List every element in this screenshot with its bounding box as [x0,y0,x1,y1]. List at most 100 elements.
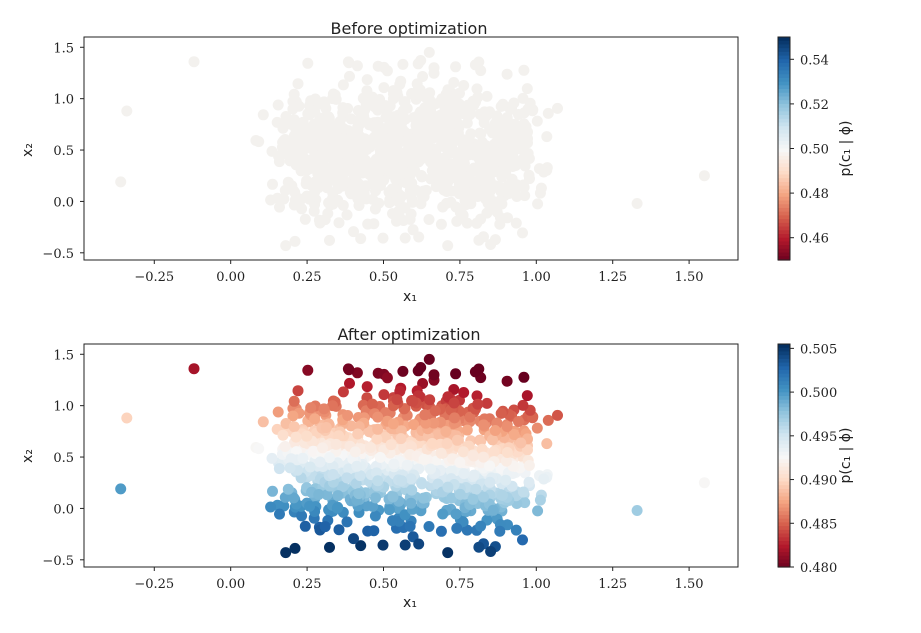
scatter-point [534,494,546,506]
colorbar-segment [778,462,790,468]
scatter-point [387,515,398,527]
scatter-point [318,96,330,108]
scatter-point [472,398,484,410]
colorbar-segment [778,451,790,457]
scatter-point [288,185,300,197]
colorbar-segment [778,414,790,419]
scatter-point [374,451,386,463]
colorbar-segment [778,193,790,198]
colorbar-segment [778,466,790,471]
scatter-point [542,414,554,426]
scatter-point [487,434,498,446]
colorbar-segment [778,507,790,512]
scatter-point [282,483,294,495]
scatter-point [508,122,520,133]
colorbar-segment [778,492,790,497]
scatter-point [517,227,528,239]
scatter-point [285,146,297,158]
scatter-point [423,521,435,532]
scatter-point [301,123,313,135]
scatter-point [288,88,300,100]
scatter-point [368,218,380,230]
y-tick-label: −0.5 [42,554,74,569]
scatter-point [415,362,427,373]
scatter-point [115,176,127,188]
scatter-point [501,68,513,80]
colorbar-tick-label: 0.485 [800,517,837,532]
scatter-point [417,492,429,504]
scatter-point [354,163,366,175]
scatter-point [481,397,493,409]
scatter-point [307,445,319,457]
scatter-point [383,197,395,209]
scatter-point [371,126,383,138]
colorbar-segment [778,107,790,112]
colorbar-segment [778,137,790,142]
scatter-point [485,239,497,250]
colorbar-segment [778,174,790,179]
colorbar-segment [778,70,790,75]
scatter-point [451,522,463,534]
colorbar-segment [778,533,790,538]
scatter-point [342,410,354,421]
scatter-point [352,428,364,440]
scatter-point [487,127,498,139]
scatter-point [348,533,359,545]
scatter-point [496,182,508,194]
scatter-point [314,149,326,161]
scatter-point [318,403,330,415]
colorbar-segment [778,148,790,153]
scatter-point [353,181,365,193]
scatter-point [285,453,297,465]
scatter-point [468,469,480,481]
scatter-point [372,423,384,435]
before-panel: Before optimization −0.25 0.00 0.25 0.50 0.7… [20,19,854,305]
colorbar-segment [778,355,790,360]
scatter-point [332,183,344,195]
colorbar-segment [778,226,790,231]
scatter-point [461,524,473,536]
scatter-point [342,363,354,375]
scatter-point [336,174,348,186]
colorbar-segment [778,440,790,445]
scatter-point [324,145,335,157]
scatter-point [302,364,314,376]
scatter-point [279,441,291,452]
scatter-point [349,139,361,151]
colorbar-segment [778,256,790,261]
scatter-point [396,475,408,487]
scatter-point [420,417,432,429]
scatter-point [121,105,133,117]
colorbar-segment [778,459,790,464]
scatter-point [513,416,524,427]
scatter-point [321,182,333,194]
scatter-point [475,213,487,225]
scatter-point [304,461,316,473]
scatter-point [391,87,403,99]
scatter-point [448,384,460,395]
scatter-point [494,218,506,230]
scatter-point [405,190,417,202]
colorbar-segment [778,155,790,161]
scatter-point [381,65,393,77]
scatter-point [489,118,501,129]
scatter-point [418,146,430,158]
scatter-point [522,444,533,456]
scatter-point [342,103,354,114]
colorbar-segment [778,436,790,442]
colorbar-segment [778,396,790,401]
scatter-point [387,208,398,220]
colorbar-segment [778,118,790,124]
scatter-point [484,169,496,181]
scatter-point [327,93,338,105]
scatter-point [631,198,643,209]
scatter-point [470,176,482,188]
after-points [115,353,710,559]
scatter-point [399,232,411,244]
scatter-point [302,57,314,69]
scatter-point [319,521,331,533]
scatter-point [282,176,294,188]
scatter-point [381,372,393,384]
x-tick-label: 0.25 [293,577,322,592]
